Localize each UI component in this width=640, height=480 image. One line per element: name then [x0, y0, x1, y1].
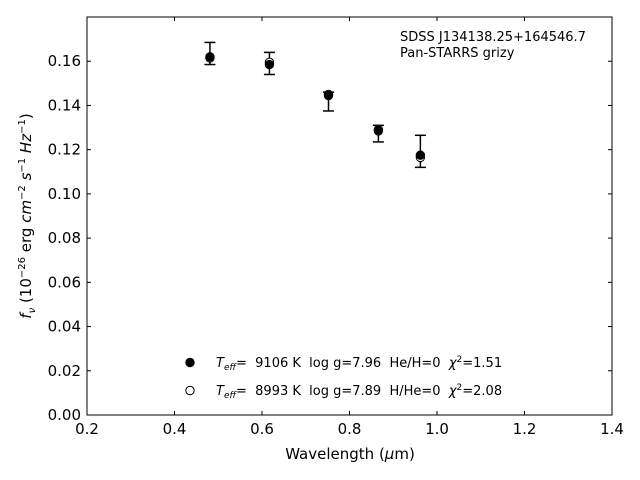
- x-tick-label: 1.0: [425, 420, 449, 438]
- y-tick-label: 0.06: [48, 273, 81, 291]
- data-markers: [205, 52, 426, 163]
- filled-marker: [323, 90, 334, 101]
- filled-marker: [205, 52, 215, 62]
- legend: Teff= 9106 K log g=7.96 He/H=0 χ2=1.51 Te…: [185, 355, 502, 401]
- y-tick-label: 0.04: [48, 318, 81, 336]
- legend-entry-1: Teff= 9106 K log g=7.96 He/H=0 χ2=1.51: [216, 355, 502, 373]
- annotation-photometry: Pan-STARRS grizy: [400, 46, 515, 61]
- y-tick-label: 0.00: [48, 406, 81, 424]
- legend-marker-open: [185, 385, 195, 396]
- y-tick-label: 0.10: [48, 185, 81, 203]
- y-tick-label: 0.16: [48, 52, 81, 70]
- y-tick-label: 0.02: [48, 362, 81, 380]
- axis-ticks: 0.2 0.4 0.6 0.8 1.0 1.2 1.4 0.00 0.02 0.04 0.06 0.0…: [48, 17, 624, 438]
- x-tick-label: 0.6: [250, 420, 274, 438]
- filled-marker: [264, 59, 275, 70]
- x-tick-label: 0.4: [163, 420, 187, 438]
- x-tick-label: 0.8: [338, 420, 362, 438]
- filled-marker: [373, 125, 384, 135]
- y-tick-label: 0.12: [48, 141, 81, 159]
- x-tick-label: 0.2: [75, 420, 99, 438]
- legend-entry-2: Teff= 8993 K log g=7.89 H/He=0 χ2=2.08: [216, 383, 502, 401]
- legend-marker-filled: [185, 357, 195, 368]
- annotation-object-name: SDSS J134138.25+164546.7: [400, 30, 586, 45]
- y-tick-label: 0.08: [48, 229, 81, 247]
- error-bars: [204, 41, 426, 169]
- x-axis-label: Wavelength (μm): [285, 445, 415, 463]
- filled-marker: [415, 150, 426, 160]
- y-tick-label: 0.14: [48, 96, 81, 114]
- x-tick-label: 1.4: [600, 420, 624, 438]
- x-tick-label: 1.2: [513, 420, 537, 438]
- y-axis-label: fν (10−26 erg cm−2 s−1 Hz−1): [17, 113, 38, 318]
